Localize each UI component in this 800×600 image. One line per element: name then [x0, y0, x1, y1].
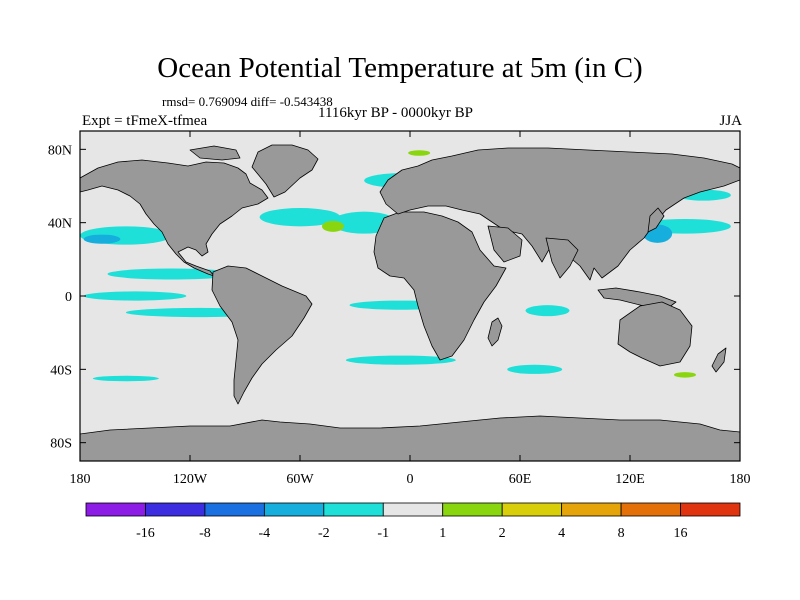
- arabia: [487, 225, 523, 263]
- stats-text: rmsd= 0.769094 diff= -0.543438: [162, 94, 333, 109]
- colorbar-bin-1: [145, 502, 206, 517]
- africa: [373, 211, 507, 361]
- x-tick-label-3: 0: [407, 472, 414, 487]
- colorbar-label-9: 16: [674, 526, 688, 541]
- x-tick-label-1: 120W: [173, 472, 208, 487]
- x-tick-label-6: 180: [730, 472, 751, 487]
- north-america: [80, 159, 269, 277]
- colorbar-label-0: -16: [136, 526, 155, 541]
- anomaly-patch-equatorial-pacific: [83, 291, 187, 301]
- colorbar-bin-5: [382, 502, 444, 517]
- colorbar: -16 -4 -1 2 8 -8 -2 1 4 16: [85, 502, 741, 541]
- anomaly-patch-southern-indian: [507, 364, 563, 374]
- anomaly-patch-southern-atlantic: [345, 355, 456, 365]
- anomaly-patch-southern-pacific: [92, 375, 159, 382]
- colorbar-bin-3: [263, 502, 325, 517]
- colorbar-bin-7: [501, 502, 563, 517]
- colorbar-label-6: 2: [499, 526, 506, 541]
- colorbar-label-1: -8: [199, 526, 211, 541]
- colorbar-label-4: -1: [377, 526, 389, 541]
- colorbar-label-2: -4: [259, 526, 271, 541]
- land-layer: [80, 144, 740, 461]
- anomaly-patch-tasman-sea: [674, 372, 696, 378]
- colorbar-label-7: 4: [558, 526, 565, 541]
- y-tick-label-3: 40S: [50, 363, 72, 378]
- india: [545, 237, 579, 279]
- x-tick-label-2: 60W: [286, 472, 314, 487]
- greenland: [251, 144, 319, 198]
- madagascar: [487, 317, 503, 347]
- y-tick-label-4: 80S: [50, 437, 72, 452]
- colorbar-bin-10: [680, 502, 741, 517]
- colorbar-bin-4: [323, 502, 384, 517]
- anomaly-patch-north-atlantic-center: [322, 220, 344, 232]
- experiment-label: Expt = tFmeX-tfmea: [82, 113, 208, 129]
- anomaly-patch-north-pacific-east-core: [83, 234, 121, 244]
- japan: [647, 207, 665, 233]
- y-tick-label-0: 80N: [48, 143, 72, 158]
- colorbar-label-3: -2: [318, 526, 330, 541]
- axis-layer: 180 120W 60W 0 60E 120E 180 80N 40N 0 40S 80S: [48, 131, 751, 487]
- australia: [617, 301, 693, 367]
- x-tick-label-0: 180: [70, 472, 91, 487]
- colorbar-bin-2: [204, 502, 265, 517]
- y-tick-label-1: 40N: [48, 217, 72, 232]
- x-tick-label-4: 60E: [509, 472, 532, 487]
- arctic-islands: [189, 145, 241, 161]
- new-zealand: [711, 347, 727, 373]
- south-america: [211, 265, 313, 405]
- anomaly-patch-arctic: [408, 150, 431, 156]
- colorbar-label-8: 8: [618, 526, 625, 541]
- period-text: 1116kyr BP - 0000kyr BP: [318, 105, 474, 121]
- anomaly-patch-north-atlantic: [259, 208, 341, 227]
- season-label: JJA: [719, 113, 742, 129]
- anomaly-patch-indian-ocean: [525, 305, 570, 317]
- map-title: Ocean Potential Temperature at 5m (in C): [157, 52, 643, 84]
- colorbar-bin-9: [620, 502, 681, 517]
- x-tick-label-5: 120E: [615, 472, 645, 487]
- y-tick-label-2: 0: [65, 290, 72, 305]
- colorbar-bin-6: [442, 502, 503, 517]
- colorbar-label-5: 1: [439, 526, 446, 541]
- antarctica: [80, 415, 740, 461]
- colorbar-bin-0: [85, 502, 146, 517]
- colorbar-bin-8: [561, 502, 622, 517]
